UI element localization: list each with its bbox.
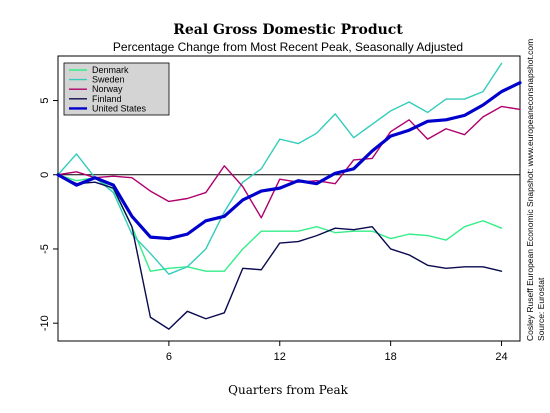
series-layer (56, 62, 522, 330)
series-line-finland (57, 174, 503, 330)
y-tick-label: -10 (39, 315, 51, 331)
credit-line-2: Source: Eurostat (536, 277, 546, 341)
chart-title: Real Gross Domestic Product (173, 22, 403, 38)
x-axis: 6 12 18 24 (166, 341, 508, 363)
x-tick-label: 24 (495, 351, 507, 363)
x-tick-label: 18 (385, 351, 397, 363)
credit-line-1: Cosley Ruseff European Economic Snapshot… (525, 39, 535, 341)
legend-label: Sweden (92, 75, 125, 85)
chart-subtitle: Percentage Change from Most Recent Peak,… (113, 40, 463, 54)
series-line-sweden (57, 62, 503, 275)
y-tick-label: 0 (39, 172, 51, 178)
series-line-united-states (56, 81, 522, 241)
y-tick-label: -5 (39, 244, 51, 254)
series-line-norway (57, 105, 521, 219)
y-tick-label: 5 (39, 97, 51, 103)
y-axis: -10 -5 0 5 (39, 97, 58, 331)
legend-label: Denmark (92, 65, 129, 75)
x-tick-label: 6 (166, 351, 172, 363)
legend-label: Norway (92, 84, 123, 94)
x-axis-label: Quarters from Peak (228, 383, 348, 397)
x-tick-label: 12 (274, 351, 286, 363)
legend-label: United States (92, 103, 147, 113)
legend-label: Finland (92, 94, 122, 104)
plot-frame (57, 55, 521, 342)
